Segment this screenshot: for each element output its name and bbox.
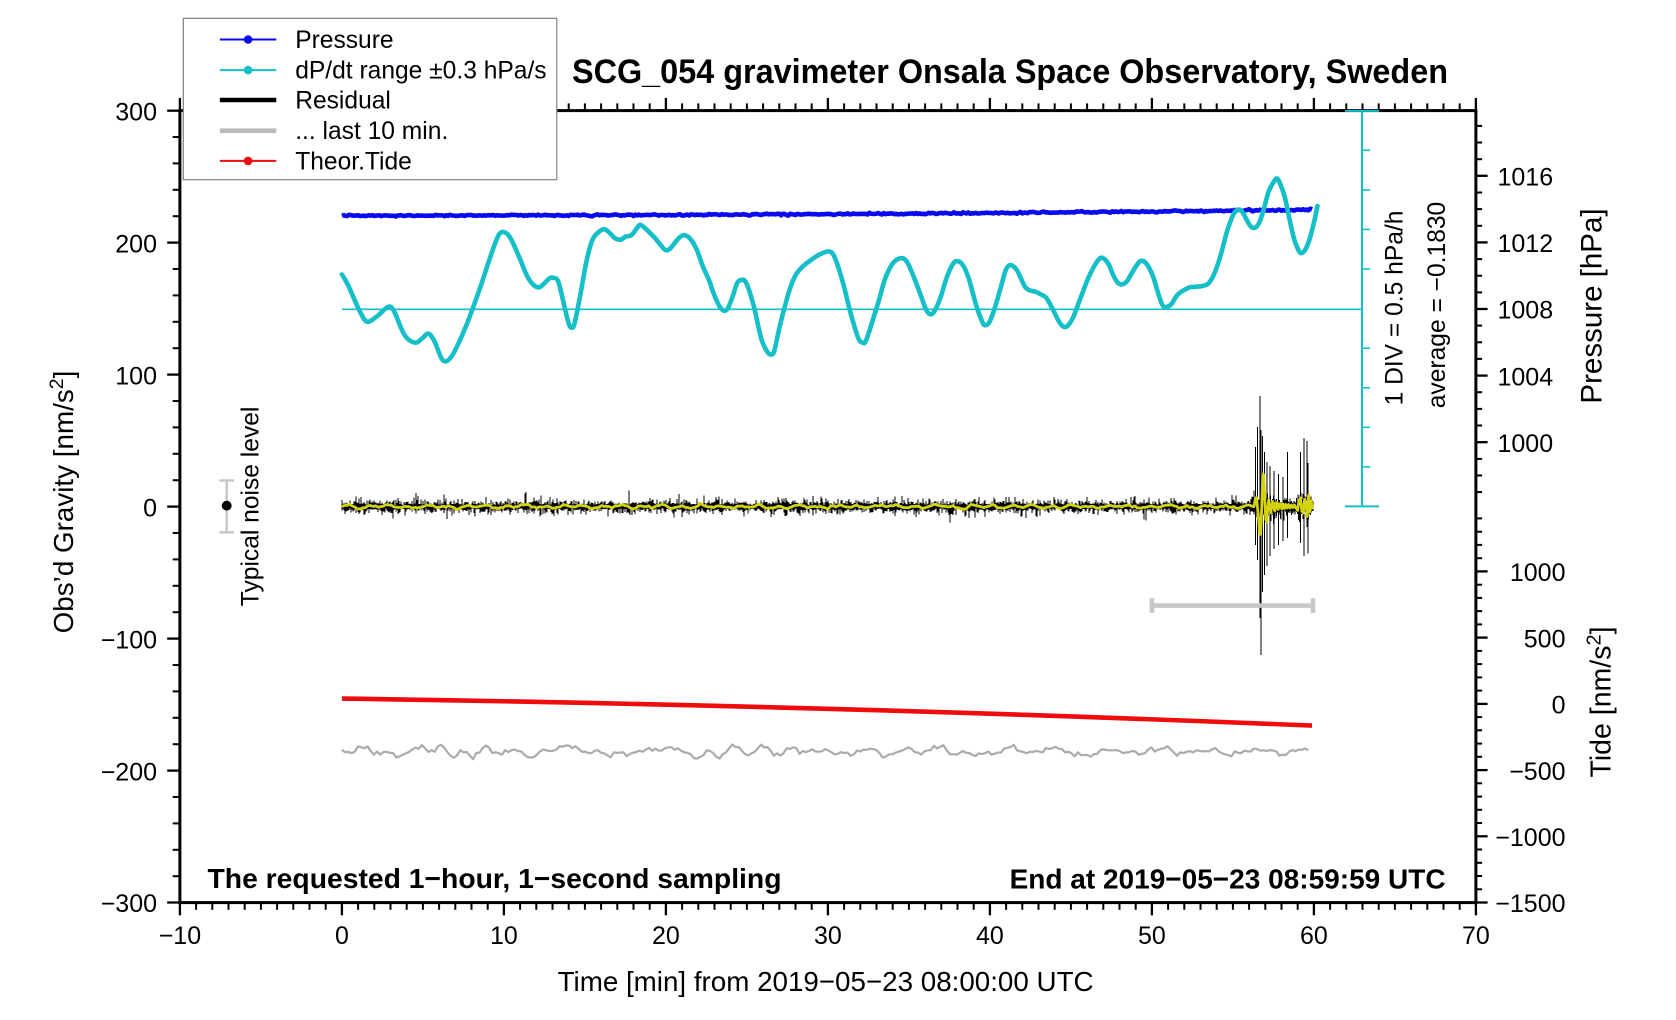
svg-text:0: 0 (335, 922, 349, 950)
svg-text:0: 0 (1552, 692, 1566, 720)
svg-text:1000: 1000 (1510, 559, 1566, 587)
svg-text:1012: 1012 (1498, 230, 1554, 258)
svg-text:300: 300 (115, 98, 157, 126)
svg-text:1008: 1008 (1498, 297, 1554, 325)
svg-text:1004: 1004 (1498, 363, 1554, 391)
svg-text:1000: 1000 (1498, 430, 1554, 458)
svg-text:Pressure [hPa]: Pressure [hPa] (1576, 208, 1609, 403)
svg-text:1016: 1016 (1498, 164, 1554, 192)
svg-text:−1000: −1000 (1495, 824, 1565, 852)
svg-text:−500: −500 (1509, 758, 1565, 786)
svg-text:30: 30 (814, 922, 842, 950)
svg-text:0: 0 (143, 494, 157, 522)
svg-text:40: 40 (976, 922, 1004, 950)
svg-text:The requested 1−hour, 1−second: The requested 1−hour, 1−second sampling (208, 862, 782, 894)
svg-text:dP/dt range ±0.3 hPa/s: dP/dt range ±0.3 hPa/s (295, 58, 546, 85)
svg-text:50: 50 (1138, 922, 1166, 950)
svg-text:... last 10 min.: ... last 10 min. (295, 118, 448, 145)
svg-text:Tide [nm/s2]: Tide [nm/s2] (1584, 626, 1618, 777)
svg-text:−200: −200 (101, 758, 157, 786)
svg-text:average = −0.1830: average = −0.1830 (1424, 202, 1451, 409)
svg-text:SCG_054 gravimeter Onsala Spac: SCG_054 gravimeter Onsala Space Observat… (572, 53, 1448, 91)
svg-text:1 DIV = 0.5 hPa/h: 1 DIV = 0.5 hPa/h (1382, 211, 1409, 406)
svg-text:Typical noise level: Typical noise level (238, 407, 265, 607)
svg-text:200: 200 (115, 230, 157, 258)
svg-text:−100: −100 (101, 626, 157, 654)
svg-text:−1500: −1500 (1495, 890, 1565, 918)
svg-text:Residual: Residual (295, 88, 391, 115)
svg-text:60: 60 (1300, 922, 1328, 950)
svg-text:Theor.Tide: Theor.Tide (295, 148, 412, 175)
svg-text:−300: −300 (101, 890, 157, 918)
svg-text:10: 10 (490, 922, 518, 950)
svg-text:70: 70 (1462, 922, 1490, 950)
svg-text:100: 100 (115, 362, 157, 390)
svg-text:End at 2019−05−23 08:59:59 UTC: End at 2019−05−23 08:59:59 UTC (1010, 862, 1446, 894)
svg-text:−10: −10 (159, 922, 201, 950)
svg-text:Obs’d Gravity [nm/s2]: Obs’d Gravity [nm/s2] (46, 371, 79, 634)
svg-text:20: 20 (652, 922, 680, 950)
svg-text:Time [min] from 2019−05−23 08:: Time [min] from 2019−05−23 08:00:00 UTC (558, 966, 1094, 997)
svg-text:500: 500 (1524, 625, 1566, 653)
svg-text:Pressure: Pressure (295, 27, 393, 54)
